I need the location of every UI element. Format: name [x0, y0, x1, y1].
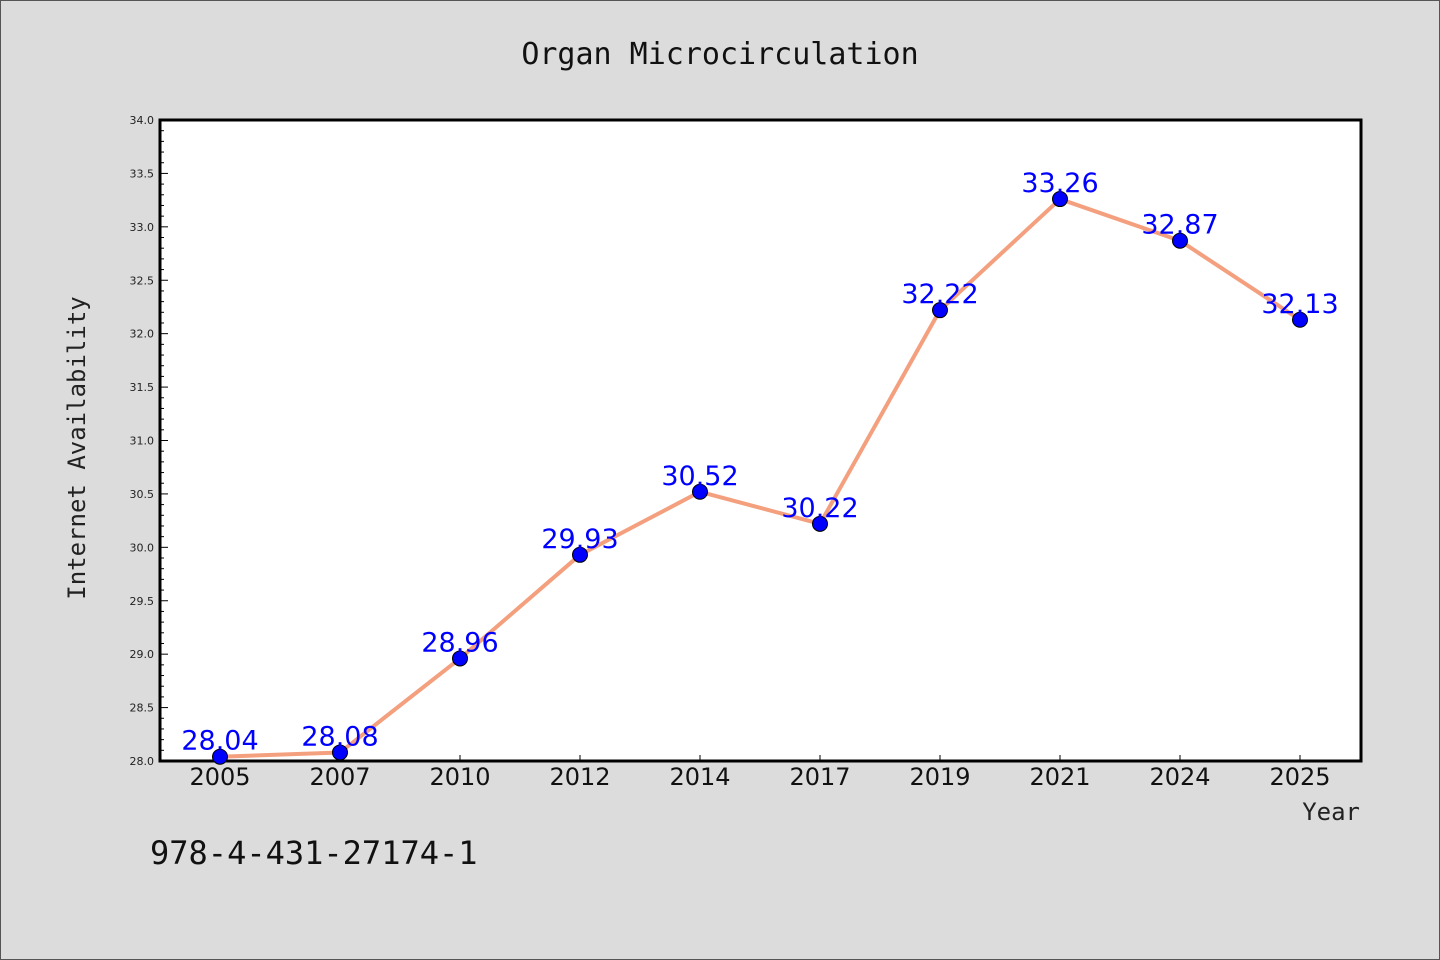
data-value-label: 28.08: [301, 721, 378, 752]
y-tick-label: 32.0: [130, 328, 155, 341]
y-tick-label: 32.5: [130, 274, 155, 287]
y-tick-label: 34.0: [130, 114, 155, 127]
data-value-label: 32.87: [1141, 210, 1218, 241]
x-axis-title: Year: [1302, 798, 1360, 826]
y-tick-label: 31.5: [130, 381, 155, 394]
y-axis: 28.0 28.5 29.0 29.5 30.0 30.5 31.0 31.5 32.0 32.5…: [130, 114, 168, 768]
x-tick-label: 2021: [1029, 763, 1090, 791]
y-tick-label: 33.0: [130, 221, 155, 234]
data-value-label: 28.04: [181, 726, 258, 757]
data-point: [812, 515, 828, 532]
data-value-label: 33.26: [1021, 168, 1098, 199]
data-point: [1052, 191, 1068, 208]
x-tick-label: 2010: [429, 763, 490, 791]
y-tick-label: 31.0: [130, 435, 155, 448]
x-tick-label: 2012: [549, 763, 610, 791]
chart-title: Organ Microcirculation: [521, 37, 918, 72]
data-point: [572, 546, 588, 563]
y-tick-label: 30.0: [130, 541, 155, 554]
data-point: [1292, 311, 1308, 328]
series-line: [219, 197, 1302, 759]
data-value-label: 32.13: [1261, 289, 1338, 320]
x-tick-label: 2019: [909, 763, 970, 791]
series-layer: 28.04 28.08 28.96 29.93 30.52 30.22 32.22 33.26…: [181, 168, 1339, 765]
data-point: [1172, 232, 1188, 249]
x-tick-label: 2017: [789, 763, 850, 791]
y-axis-title: Internet Availability: [63, 296, 91, 599]
footnote-isbn: 978-4-431-27174-1: [150, 834, 478, 872]
plot-area: [158, 118, 1363, 763]
x-tick-label: 2005: [189, 763, 250, 791]
x-tick-label: 2007: [309, 763, 370, 791]
y-tick-label: 29.0: [130, 648, 155, 661]
data-point: [452, 650, 468, 667]
y-tick-label: 30.5: [130, 488, 155, 501]
data-point: [932, 302, 948, 319]
data-point: [332, 744, 348, 761]
data-value-label: 28.96: [421, 627, 498, 658]
data-point: [692, 483, 708, 500]
x-tick-label: 2024: [1149, 763, 1210, 791]
data-value-label: 30.22: [781, 493, 858, 524]
data-value-label: 29.93: [541, 524, 618, 555]
x-tick-label: 2025: [1269, 763, 1330, 791]
data-point: [212, 748, 228, 765]
x-tick-label: 2014: [669, 763, 730, 791]
y-tick-label: 28.5: [130, 702, 155, 715]
x-axis: 2005 2007 2010 2012 2014 2017 2019 2021 2024 2025: [189, 755, 1331, 791]
y-tick-label: 33.5: [130, 167, 155, 180]
data-value-label: 30.52: [661, 461, 738, 492]
y-tick-label: 28.0: [130, 755, 155, 768]
data-value-label: 32.22: [901, 279, 978, 310]
y-tick-label: 29.5: [130, 595, 155, 608]
